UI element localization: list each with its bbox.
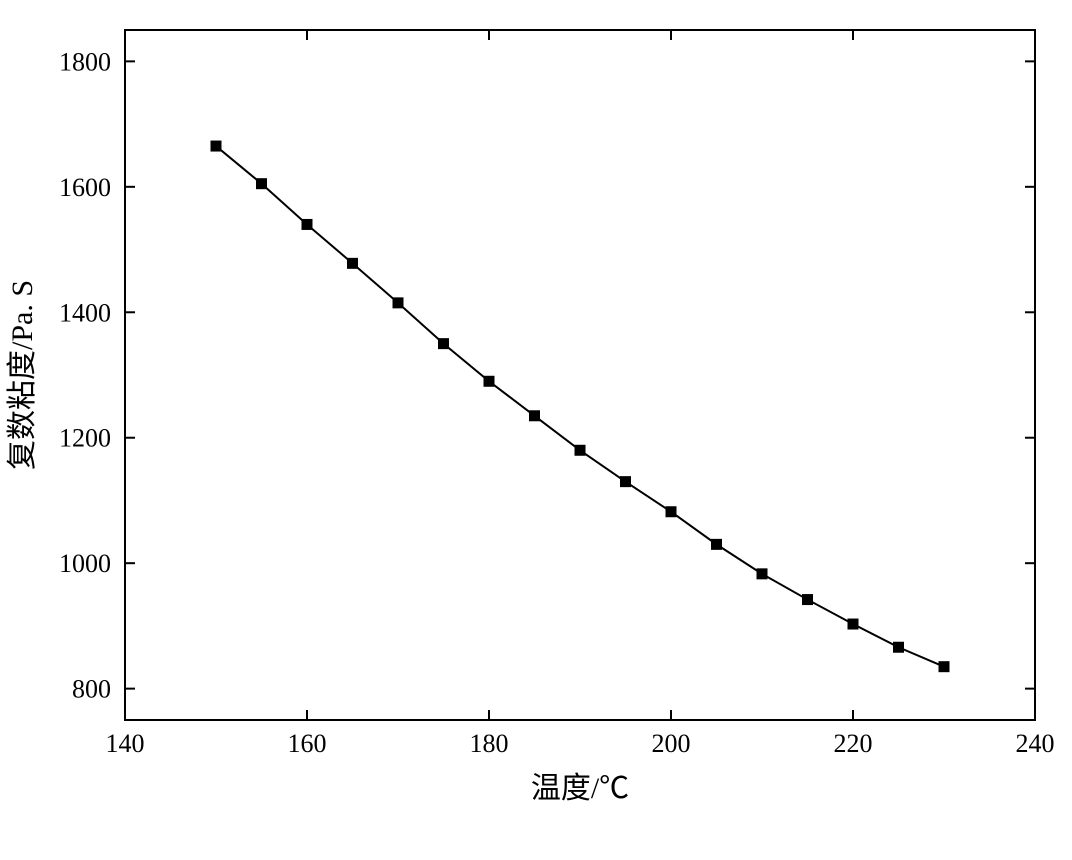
data-point [666,507,676,517]
data-point [393,298,403,308]
x-tick-label: 140 [106,729,145,758]
x-axis-label: 温度/℃ [531,772,629,805]
data-point [530,411,540,421]
y-axis-label: 复数粘度/Pa. S [6,280,39,470]
x-tick-label: 180 [470,729,509,758]
chart-container: 140 160 180 200 220 240 800 1000 1200 1400 1600 180… [0,0,1072,860]
data-point [803,595,813,605]
y-tick-label: 800 [72,675,111,704]
x-tick-label: 200 [652,729,691,758]
y-tick-label: 1400 [59,298,111,327]
y-tick-label: 1600 [59,173,111,202]
data-point [939,662,949,672]
y-tick-label: 1800 [59,47,111,76]
data-point [621,477,631,487]
data-point [484,376,494,386]
x-tick-label: 160 [288,729,327,758]
x-tick-label: 240 [1016,729,1055,758]
viscosity-chart: 140 160 180 200 220 240 800 1000 1200 1400 1600 180… [0,0,1072,860]
data-point [848,619,858,629]
data-point [257,179,267,189]
data-point [348,258,358,268]
data-point [712,539,722,549]
data-point [211,141,221,151]
y-tick-label: 1200 [59,424,111,453]
x-tick-label: 220 [834,729,873,758]
data-point [302,219,312,229]
data-point [575,445,585,455]
y-tick-label: 1000 [59,549,111,578]
data-point [757,569,767,579]
series-line-viscosity [216,146,944,667]
data-point [439,339,449,349]
data-point [894,642,904,652]
